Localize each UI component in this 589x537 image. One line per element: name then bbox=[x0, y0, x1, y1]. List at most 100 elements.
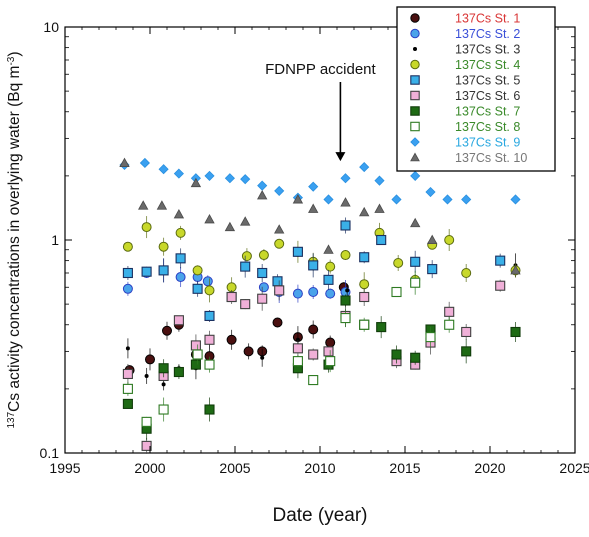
legend-marker bbox=[410, 121, 420, 132]
x-tick-label: 2000 bbox=[134, 460, 165, 476]
data-point bbox=[173, 366, 184, 378]
data-point bbox=[173, 168, 184, 179]
data-point bbox=[292, 194, 304, 204]
data-point bbox=[308, 260, 319, 271]
data-point bbox=[204, 214, 215, 224]
data-point bbox=[325, 337, 336, 348]
data-point bbox=[376, 322, 387, 333]
data-point bbox=[325, 356, 336, 367]
data-point bbox=[425, 186, 436, 198]
data-point bbox=[173, 208, 185, 219]
data-point bbox=[292, 356, 303, 367]
data-point bbox=[495, 255, 506, 266]
data-point bbox=[122, 368, 133, 380]
data-point bbox=[359, 252, 370, 263]
data-point bbox=[274, 224, 285, 234]
legend-marker bbox=[410, 59, 420, 70]
data-point bbox=[122, 283, 133, 294]
legend-item: 137Cs St. 7 bbox=[410, 105, 520, 119]
data-point bbox=[224, 221, 236, 232]
legend-item: 137Cs St. 10 bbox=[410, 151, 527, 165]
data-point bbox=[308, 286, 319, 297]
data-point bbox=[340, 173, 351, 184]
data-series bbox=[119, 157, 521, 454]
data-point bbox=[240, 261, 251, 272]
data-point bbox=[192, 265, 203, 276]
data-point bbox=[202, 276, 213, 287]
x-tick-label: 1995 bbox=[49, 460, 80, 476]
data-point bbox=[359, 319, 370, 330]
data-point bbox=[158, 164, 169, 175]
x-tick-label: 2020 bbox=[474, 460, 505, 476]
data-point bbox=[141, 222, 152, 233]
data-point bbox=[461, 326, 472, 338]
data-point bbox=[145, 354, 155, 365]
data-point bbox=[495, 280, 506, 291]
data-point bbox=[125, 346, 130, 351]
data-point bbox=[359, 279, 370, 290]
data-point bbox=[444, 319, 455, 330]
data-point bbox=[240, 174, 251, 185]
axes: 1995 2000 2005 2010 2015 2020 2025 0.1 1 10 Date (… bbox=[6, 19, 589, 526]
data-point bbox=[175, 227, 186, 238]
legend-marker bbox=[410, 152, 420, 162]
data-point bbox=[510, 265, 521, 275]
data-point bbox=[175, 272, 186, 283]
data-point bbox=[410, 256, 421, 267]
data-point bbox=[308, 375, 319, 386]
data-point bbox=[340, 313, 351, 324]
data-point bbox=[226, 334, 237, 345]
data-point bbox=[204, 404, 215, 415]
data-point bbox=[410, 217, 421, 228]
data-point bbox=[323, 274, 334, 285]
data-point bbox=[258, 282, 269, 293]
x-tick-label: 2010 bbox=[304, 460, 335, 476]
data-point bbox=[240, 299, 251, 310]
annotation-arrow-head bbox=[335, 152, 346, 162]
data-point bbox=[376, 234, 387, 246]
y-tick-label: 10 bbox=[43, 19, 59, 35]
data-point bbox=[204, 285, 215, 296]
data-point bbox=[226, 291, 237, 303]
x-tick-label: 2015 bbox=[389, 460, 420, 476]
data-point bbox=[410, 352, 421, 363]
legend-marker bbox=[410, 90, 420, 101]
data-point bbox=[325, 261, 336, 272]
data-point bbox=[274, 285, 285, 296]
data-point bbox=[122, 241, 133, 252]
data-point bbox=[141, 416, 152, 427]
data-point bbox=[461, 267, 472, 278]
data-point bbox=[410, 277, 421, 288]
data-point bbox=[161, 382, 166, 387]
legend-label: 137Cs St. 4 bbox=[455, 58, 520, 72]
data-point bbox=[461, 194, 472, 205]
data-point bbox=[272, 317, 283, 328]
legend-label: 137Cs St. 5 bbox=[455, 74, 520, 88]
data-point bbox=[257, 190, 268, 200]
data-point bbox=[139, 157, 150, 169]
legend-marker bbox=[410, 13, 420, 23]
data-point bbox=[162, 325, 172, 336]
data-point bbox=[122, 398, 133, 409]
data-point bbox=[190, 340, 201, 351]
legend-marker bbox=[410, 137, 420, 147]
data-point bbox=[308, 181, 319, 192]
data-point bbox=[391, 286, 402, 298]
legend-marker bbox=[413, 47, 417, 51]
legend-label: 137Cs St. 6 bbox=[455, 89, 520, 103]
data-point bbox=[257, 293, 268, 304]
data-point bbox=[510, 194, 521, 205]
legend-item: 137Cs St. 1 bbox=[410, 12, 520, 26]
data-point bbox=[158, 265, 169, 276]
x-tick-label: 2025 bbox=[559, 460, 589, 476]
data-point bbox=[175, 253, 186, 264]
legend-label: 137Cs St. 9 bbox=[455, 136, 520, 150]
data-point bbox=[190, 177, 202, 188]
y-tick-label: 0.1 bbox=[40, 445, 60, 461]
legend-box bbox=[396, 6, 556, 172]
data-point bbox=[359, 291, 370, 303]
data-point bbox=[243, 346, 254, 357]
data-point bbox=[295, 337, 300, 342]
